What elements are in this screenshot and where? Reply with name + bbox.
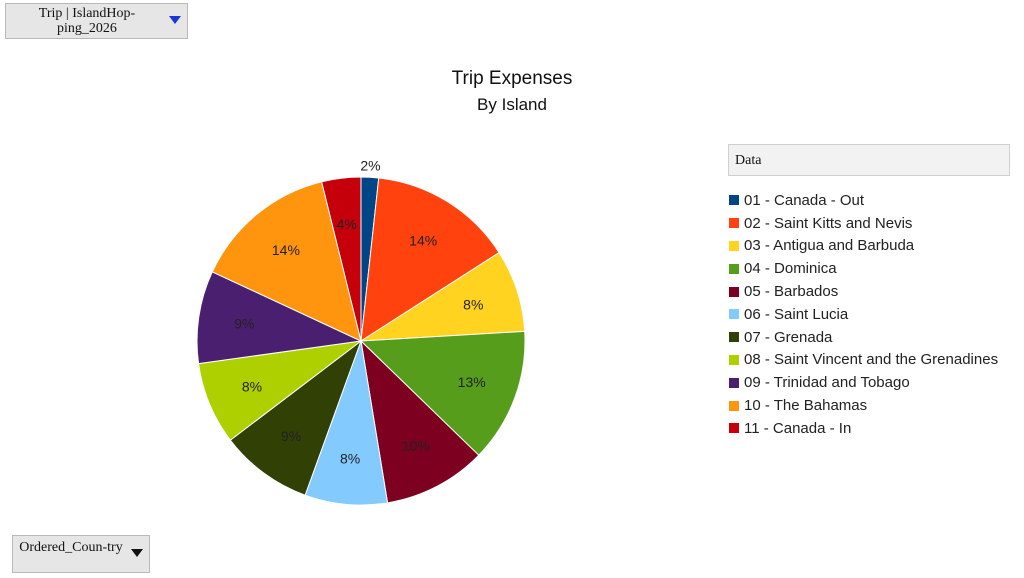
legend-swatch [729, 423, 739, 434]
data-label: 9% [281, 428, 301, 444]
row-field-label: Ordered_Coun-try [19, 540, 123, 555]
legend-swatch [729, 309, 739, 320]
legend-label: 01 - Canada - Out [744, 191, 865, 209]
legend-swatch [729, 195, 739, 206]
legend-swatch [729, 332, 739, 343]
legend-swatch [729, 354, 739, 365]
legend-label: 05 - Barbados [744, 283, 839, 301]
legend-label: 06 - Saint Lucia [744, 305, 849, 323]
legend-item: 04 - Dominica [729, 257, 998, 280]
legend-item: 11 - Canada - In [729, 417, 998, 440]
data-label: 8% [340, 451, 360, 467]
pie-slice[interactable] [321, 176, 362, 342]
dropdown-arrow-icon [131, 549, 143, 557]
data-label: 10% [402, 438, 430, 454]
legend-swatch [729, 263, 739, 274]
pie-slice[interactable] [359, 330, 526, 456]
legend-label: 09 - Trinidad and Tobago [744, 374, 910, 392]
legend-title: Data [728, 144, 1010, 176]
data-label: 8% [242, 378, 262, 394]
legend-label: 10 - The Bahamas [744, 397, 868, 415]
page-filter-label: Trip | IslandHop-ping_2026 [38, 6, 136, 36]
legend-swatch [729, 377, 739, 388]
legend-swatch [729, 218, 739, 229]
data-label: 14% [409, 233, 437, 249]
pie-slice[interactable] [229, 339, 363, 496]
pie-slice[interactable] [196, 271, 363, 365]
legend-label: 07 - Grenada [744, 328, 833, 346]
legend-swatch [729, 286, 739, 297]
legend-item: 05 - Barbados [729, 280, 998, 303]
legend-item: 08 - Saint Vincent and the Grenadines [729, 349, 998, 372]
legend-item: 10 - The Bahamas [729, 394, 998, 417]
legend-item: 01 - Canada - Out [729, 189, 998, 212]
page-filter-button[interactable]: Trip | IslandHop-ping_2026 [5, 3, 188, 39]
data-label: 4% [337, 216, 357, 232]
pie-slice[interactable] [211, 181, 362, 342]
data-label: 9% [234, 316, 254, 332]
pie-slice[interactable] [360, 339, 480, 504]
legend-label: 08 - Saint Vincent and the Grenadines [744, 351, 999, 369]
legend-item: 02 - Saint Kitts and Nevis [729, 212, 998, 235]
data-label: 2% [360, 157, 380, 173]
legend-item: 09 - Trinidad and Tobago [729, 371, 998, 394]
chart-subtitle: By Island [477, 95, 547, 114]
legend-item: 07 - Grenada [729, 326, 998, 349]
data-label: 14% [272, 242, 300, 258]
pie-slice[interactable] [360, 177, 500, 342]
data-label: 13% [458, 374, 486, 390]
legend-item: 06 - Saint Lucia [729, 303, 998, 326]
row-field-button[interactable]: Ordered_Coun-try [12, 535, 150, 573]
legend-label: 02 - Saint Kitts and Nevis [744, 214, 913, 232]
legend: 01 - Canada - Out 02 - Saint Kitts and Ne… [729, 189, 998, 440]
chart-title: Trip Expenses [452, 68, 573, 89]
legend-label: 04 - Dominica [744, 260, 837, 278]
dropdown-arrow-icon [169, 16, 181, 24]
legend-item: 03 - Antigua and Barbuda [729, 235, 998, 258]
legend-swatch [729, 400, 739, 411]
data-label: 8% [463, 297, 483, 313]
legend-label: 11 - Canada - In [744, 419, 852, 437]
legend-swatch [729, 240, 739, 251]
legend-label: 03 - Antigua and Barbuda [744, 237, 915, 255]
